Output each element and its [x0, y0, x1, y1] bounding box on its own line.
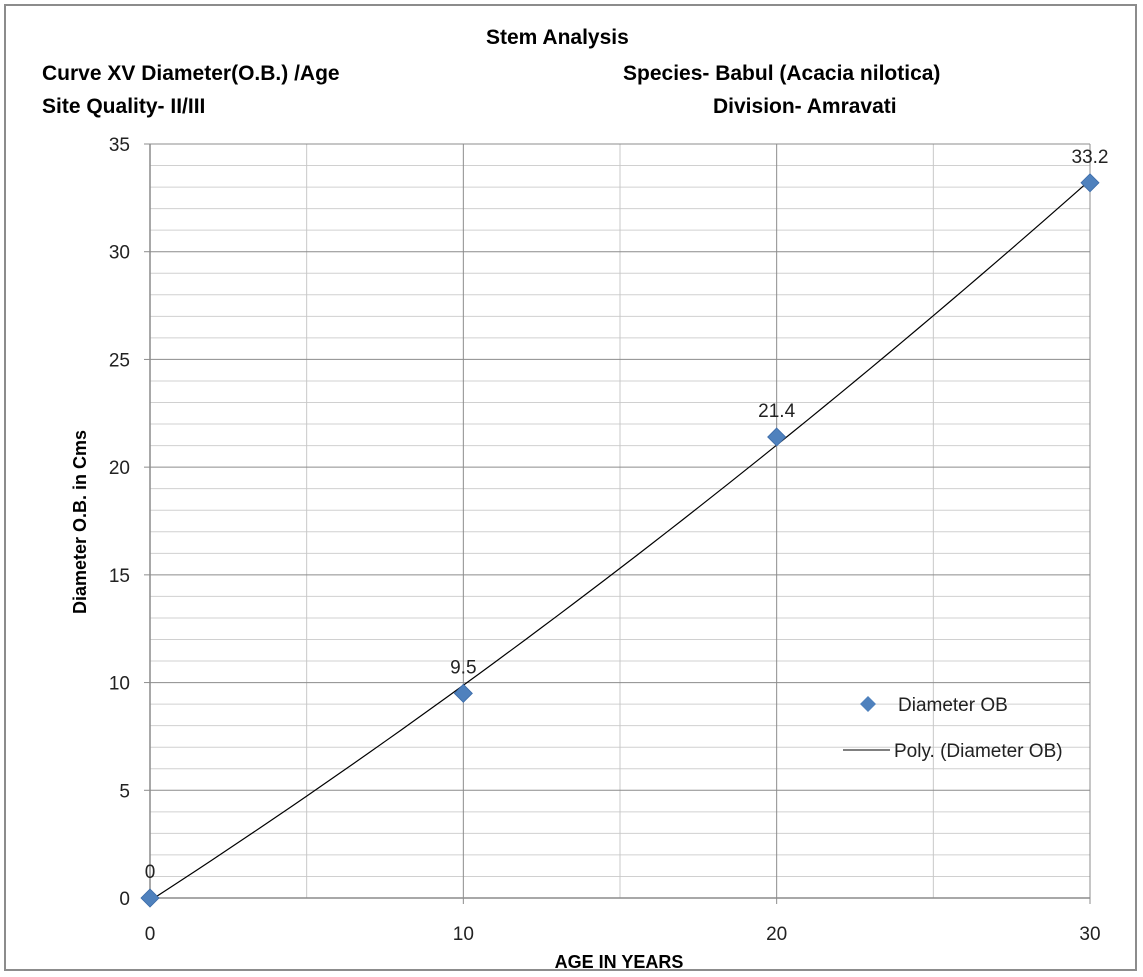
x-tick-label: 0	[145, 924, 156, 945]
major-gridlines	[150, 143, 1091, 898]
data-point	[453, 683, 473, 703]
y-tick-label: 25	[109, 350, 130, 371]
trendline-path	[149, 179, 1091, 902]
species-label: Species- Babul (Acacia nilotica)	[623, 62, 941, 85]
data-points	[140, 173, 1100, 908]
legend-label-trendline: Poly. (Diameter OB)	[894, 741, 1063, 762]
site-quality-label: Site Quality- II/III	[42, 95, 206, 118]
y-axis-title: Diameter O.B. in Cms	[70, 430, 90, 614]
data-label: 21.4	[758, 401, 795, 422]
x-tick-label: 10	[453, 924, 474, 945]
legend-marker-diamond	[860, 696, 876, 712]
legend-label-diameter-ob: Diameter OB	[898, 695, 1008, 716]
curve-label: Curve XV Diameter(O.B.) /Age	[42, 62, 340, 85]
chart-title: Stem Analysis	[486, 26, 629, 49]
y-tick-label: 5	[119, 781, 130, 802]
x-tick-label: 30	[1079, 924, 1100, 945]
x-tick-label: 20	[766, 924, 787, 945]
data-label: 0	[145, 862, 156, 883]
y-tick-label: 20	[109, 458, 130, 479]
legend: Diameter OB Poly. (Diameter OB)	[843, 695, 1063, 762]
x-axis-title: AGE IN YEARS	[555, 952, 684, 972]
data-point	[1080, 173, 1100, 193]
y-tick-label: 0	[119, 889, 130, 910]
y-tick-label: 30	[109, 243, 130, 264]
data-label: 9.5	[450, 657, 476, 678]
y-tick-label: 15	[109, 566, 130, 587]
division-label: Division- Amravati	[713, 95, 897, 118]
y-tick-label: 35	[109, 135, 130, 156]
tick-labels: 0 5 10 15 20 25 30 35 0 10 20 30	[109, 135, 1101, 945]
y-tick-label: 10	[109, 674, 130, 695]
data-point	[140, 888, 160, 908]
minor-gridlines	[150, 144, 1090, 898]
data-label: 33.2	[1072, 147, 1109, 168]
trendline	[149, 179, 1091, 902]
data-point	[767, 427, 787, 447]
data-labels: 0 9.5 21.4 33.2	[145, 147, 1109, 883]
